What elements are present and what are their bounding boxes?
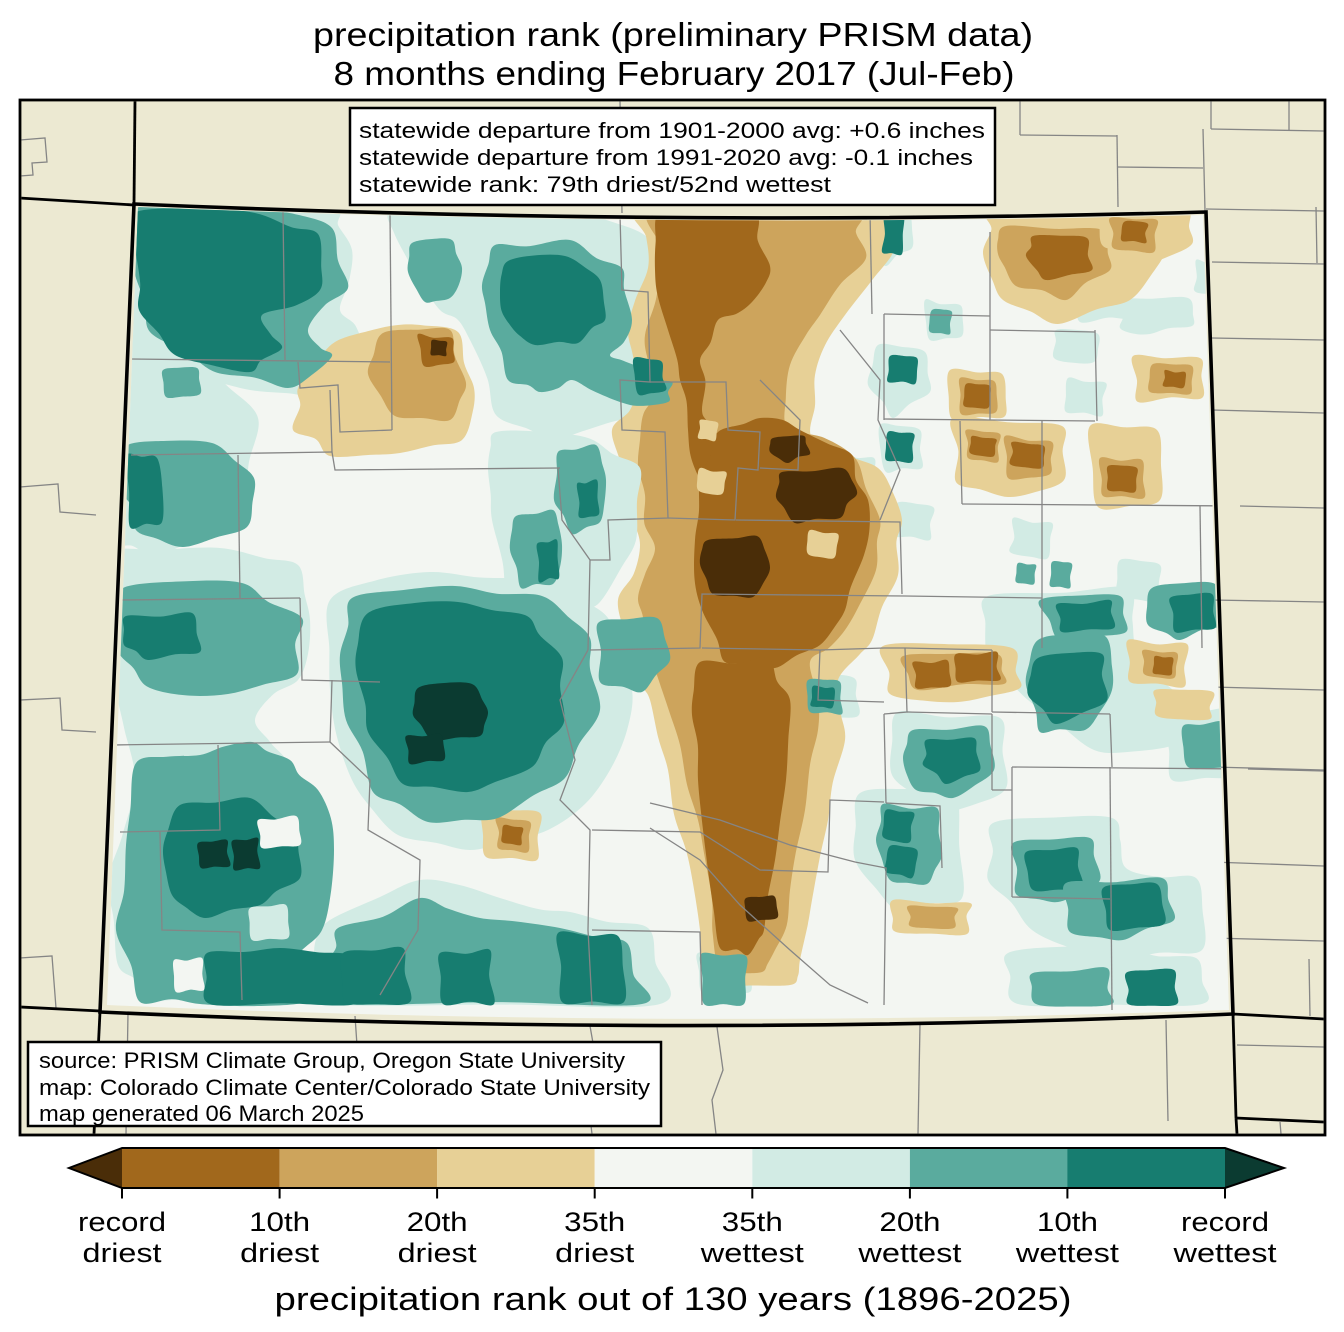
svg-text:map generated 06 March 2025: map generated 06 March 2025 xyxy=(39,1101,364,1126)
svg-text:precipitation rank (preliminar: precipitation rank (preliminary PRISM da… xyxy=(313,16,1033,53)
svg-text:10th: 10th xyxy=(249,1207,310,1237)
svg-text:35th: 35th xyxy=(564,1207,625,1237)
svg-text:8 months ending February 2017: 8 months ending February 2017 (Jul-Feb) xyxy=(334,55,1015,92)
svg-text:map: Colorado Climate Center/C: map: Colorado Climate Center/Colorado St… xyxy=(39,1075,650,1100)
svg-text:wettest: wettest xyxy=(1015,1238,1120,1268)
svg-text:35th: 35th xyxy=(722,1207,783,1237)
svg-text:precipitation rank out of 130: precipitation rank out of 130 years (189… xyxy=(275,1281,1072,1317)
svg-text:driest: driest xyxy=(398,1238,478,1268)
svg-text:driest: driest xyxy=(83,1238,163,1268)
svg-text:20th: 20th xyxy=(407,1207,468,1237)
svg-text:record: record xyxy=(78,1207,166,1237)
svg-text:record: record xyxy=(1181,1207,1269,1237)
svg-text:10th: 10th xyxy=(1037,1207,1098,1237)
svg-text:statewide rank: 79th driest/52: statewide rank: 79th driest/52nd wettest xyxy=(359,172,831,197)
svg-text:wettest: wettest xyxy=(1172,1238,1277,1268)
svg-text:statewide departure from 1991-: statewide departure from 1991-2020 avg: … xyxy=(359,145,973,170)
svg-text:wettest: wettest xyxy=(700,1238,805,1268)
svg-text:driest: driest xyxy=(555,1238,635,1268)
svg-text:statewide departure from 1901-: statewide departure from 1901-2000 avg: … xyxy=(359,118,985,143)
svg-text:driest: driest xyxy=(240,1238,320,1268)
svg-text:wettest: wettest xyxy=(857,1238,962,1268)
svg-text:20th: 20th xyxy=(879,1207,940,1237)
svg-text:source: PRISM Climate Group, O: source: PRISM Climate Group, Oregon Stat… xyxy=(39,1048,625,1073)
